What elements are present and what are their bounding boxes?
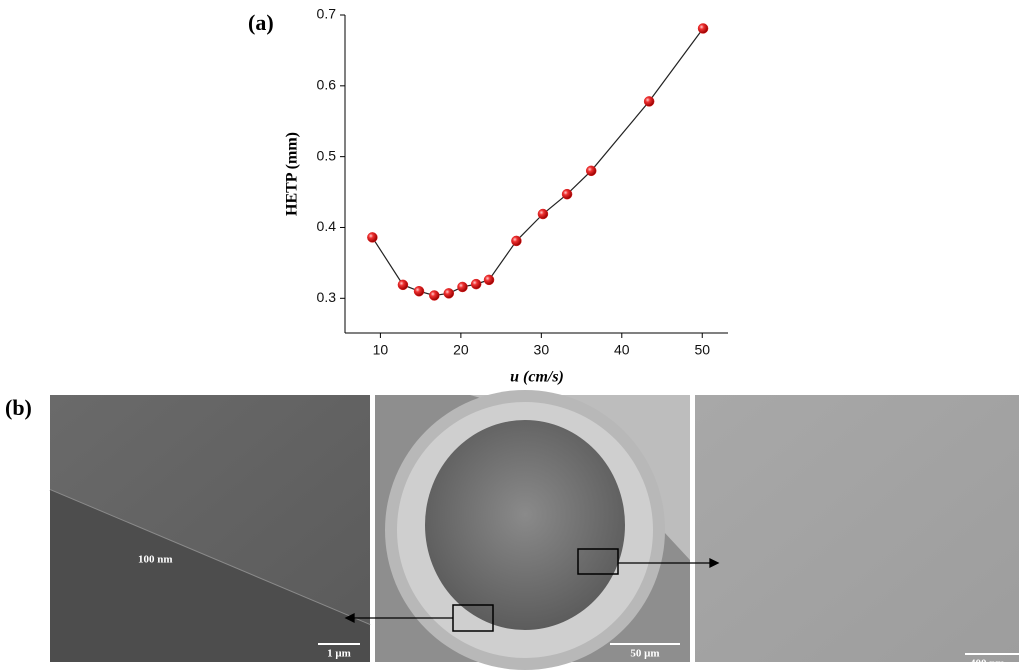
data-point [697,23,709,34]
y-tick-label: 0.3 [317,289,337,305]
data-point [511,235,522,247]
data-point [470,278,482,290]
sem-image: 50 μm [375,390,690,670]
x-tick-label: 30 [534,342,550,358]
scale-bar-label: 50 μm [630,648,659,660]
data-point [443,288,455,299]
y-tick-label: 0.7 [317,6,337,22]
x-axis-label: u (cm/s) [510,369,564,386]
data-point [429,290,440,301]
scale-bar-label: 400 nm [970,658,1005,670]
data-point [397,279,409,291]
y-tick-label: 0.4 [317,218,337,234]
x-tick-label: 20 [453,342,469,358]
y-tick-label: 0.5 [317,147,337,163]
data-point [367,232,378,243]
data-point [413,285,425,297]
sem-image: 100 nm 1 μm [49,395,371,662]
data-point [561,188,573,200]
x-tick-label: 40 [614,342,630,358]
data-point [483,274,495,286]
data-point [643,96,655,107]
annotation: 100 nm [138,554,173,566]
data-point [457,281,468,293]
y-axis-label: HETP (mm) [284,132,301,216]
x-tick-label: 50 [694,342,710,358]
y-tick-label: 0.6 [317,77,337,93]
panel-label: (a) [248,10,274,35]
data-point [537,208,549,220]
data-line [371,28,704,297]
panel-label: (b) [5,395,32,420]
sem-image: 400 nm [695,395,1019,670]
arrows [344,557,720,624]
data-point [585,165,597,177]
scale-bar-label: 1 μm [327,648,351,660]
x-tick-label: 10 [373,342,389,358]
